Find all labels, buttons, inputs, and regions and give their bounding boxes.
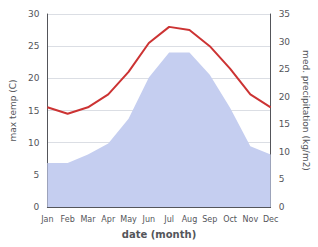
svg-text:20: 20 (28, 73, 40, 83)
svg-text:30: 30 (28, 9, 40, 19)
svg-text:Nov: Nov (243, 215, 259, 224)
svg-text:0: 0 (279, 202, 285, 212)
svg-text:Jan: Jan (40, 215, 53, 224)
svg-text:25: 25 (28, 41, 39, 51)
svg-text:Feb: Feb (61, 215, 75, 224)
svg-text:0: 0 (34, 202, 40, 212)
svg-text:Apr: Apr (101, 215, 116, 224)
svg-text:15: 15 (28, 106, 39, 116)
svg-text:30: 30 (279, 37, 291, 47)
svg-text:10: 10 (28, 138, 40, 148)
svg-text:max temp (C): max temp (C) (8, 79, 18, 141)
svg-text:Mar: Mar (80, 215, 96, 224)
svg-text:Sep: Sep (202, 215, 217, 224)
svg-text:5: 5 (34, 170, 40, 180)
svg-text:20: 20 (279, 92, 291, 102)
svg-text:Oct: Oct (223, 215, 237, 224)
svg-text:5: 5 (279, 174, 285, 184)
svg-text:35: 35 (279, 9, 290, 19)
svg-text:Jul: Jul (163, 215, 174, 224)
svg-text:Jun: Jun (142, 215, 156, 224)
svg-text:10: 10 (279, 147, 291, 157)
svg-text:med. precipitation (kg/m2): med. precipitation (kg/m2) (301, 50, 311, 171)
svg-text:date (month): date (month) (122, 229, 196, 240)
svg-text:Dec: Dec (263, 215, 278, 224)
svg-text:25: 25 (279, 64, 290, 74)
svg-text:15: 15 (279, 119, 290, 129)
svg-text:Aug: Aug (182, 215, 198, 224)
svg-text:May: May (120, 215, 137, 224)
